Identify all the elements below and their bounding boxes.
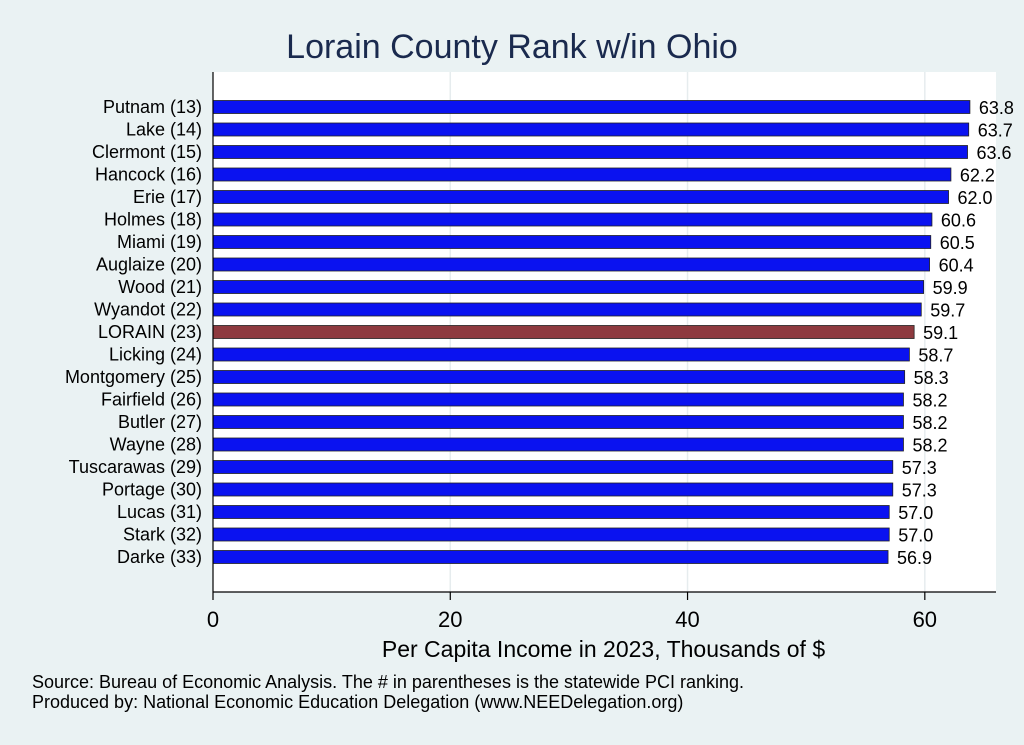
bar (212, 415, 904, 429)
category-label: Holmes (18) (104, 210, 202, 230)
value-label: 62.0 (958, 188, 993, 208)
category-label: Lucas (31) (117, 502, 202, 522)
bar (212, 190, 949, 204)
bar (212, 145, 968, 159)
bar (212, 122, 970, 137)
bar (212, 235, 932, 249)
bar (212, 302, 922, 317)
bar (212, 100, 971, 114)
x-axis-title: Per Capita Income in 2023, Thousands of … (382, 636, 825, 662)
category-label: Wyandot (22) (94, 300, 202, 320)
value-label: 58.2 (912, 413, 947, 433)
category-label: Butler (27) (118, 412, 202, 432)
bar (212, 505, 890, 519)
x-tick-label: 20 (438, 607, 462, 632)
category-label: Auglaize (20) (96, 255, 202, 275)
value-label: 59.9 (933, 278, 968, 298)
value-label: 58.2 (912, 436, 947, 456)
bar (212, 460, 894, 474)
value-label: 62.2 (960, 166, 995, 186)
category-label: Wayne (28) (110, 435, 202, 455)
value-label: 60.5 (940, 233, 975, 253)
value-label: 63.7 (978, 121, 1013, 141)
category-label: Licking (24) (109, 345, 202, 365)
category-label: Putnam (13) (103, 97, 202, 117)
value-label: 57.3 (902, 481, 937, 501)
bar (212, 550, 889, 564)
value-label: 58.7 (918, 346, 953, 366)
category-label: Portage (30) (102, 480, 202, 500)
category-label: Stark (32) (123, 525, 202, 545)
category-label: Miami (19) (117, 232, 202, 252)
category-label: Fairfield (26) (101, 390, 202, 410)
bar (212, 527, 890, 542)
bar (212, 347, 910, 362)
value-label: 59.1 (923, 323, 958, 343)
category-label: Montgomery (25) (65, 367, 202, 387)
value-label: 58.3 (914, 368, 949, 388)
value-label: 63.8 (979, 98, 1014, 118)
category-label: Wood (21) (118, 277, 202, 297)
bar (212, 482, 894, 497)
bar (212, 325, 915, 339)
category-label: Hancock (16) (95, 165, 202, 185)
x-tick-label: 0 (207, 607, 219, 632)
value-label: 60.6 (941, 211, 976, 231)
value-label: 57.0 (898, 503, 933, 523)
bar (212, 370, 906, 384)
value-label: 59.7 (930, 301, 965, 321)
category-label: Darke (33) (117, 547, 202, 567)
value-label: 58.2 (912, 391, 947, 411)
value-label: 56.9 (897, 548, 932, 568)
value-label: 60.4 (939, 256, 974, 276)
category-label: Tuscarawas (29) (69, 457, 202, 477)
x-tick-label: 60 (913, 607, 937, 632)
category-label: Erie (17) (133, 187, 202, 207)
chart-title: Lorain County Rank w/in Ohio (286, 28, 738, 66)
bar (212, 257, 930, 272)
bar (212, 437, 904, 452)
source-note: Source: Bureau of Economic Analysis. The… (32, 672, 745, 692)
category-label: Clermont (15) (92, 142, 202, 162)
bar (212, 392, 904, 407)
value-label: 57.3 (902, 458, 937, 478)
produced-by-note: Produced by: National Economic Education… (32, 692, 684, 712)
bar (212, 167, 952, 182)
value-label: 57.0 (898, 526, 933, 546)
bar (212, 212, 933, 227)
value-label: 63.6 (977, 143, 1012, 163)
bar (212, 280, 925, 294)
x-tick-label: 40 (675, 607, 699, 632)
category-label: Lake (14) (126, 120, 202, 140)
category-label: LORAIN (23) (98, 322, 202, 342)
